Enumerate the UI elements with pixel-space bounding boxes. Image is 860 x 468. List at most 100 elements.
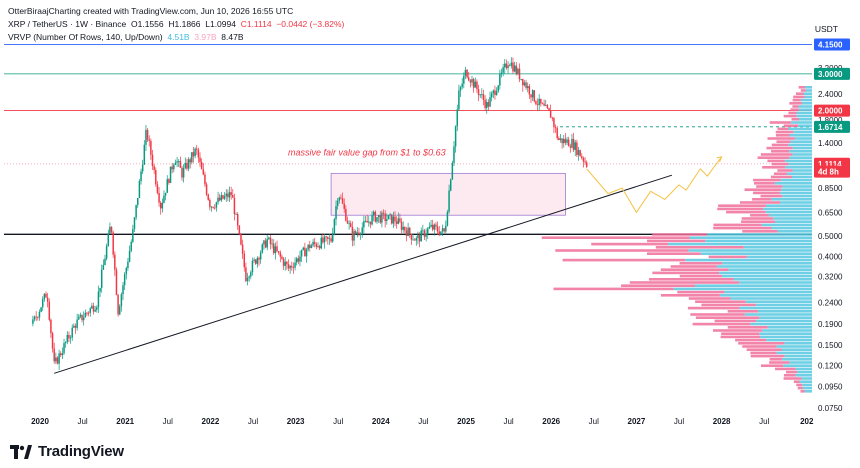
vp-up-bar bbox=[755, 303, 812, 307]
vp-up-bar bbox=[771, 226, 812, 230]
candle-body bbox=[368, 221, 370, 223]
candle-body bbox=[544, 105, 547, 106]
candle-body bbox=[118, 306, 121, 315]
tradingview-logo[interactable]: TradingView bbox=[10, 443, 124, 460]
candle-body bbox=[433, 224, 436, 230]
candle-body bbox=[32, 319, 34, 324]
vp-down-bar bbox=[777, 169, 793, 172]
vp-up-bar bbox=[798, 124, 812, 127]
candle-body bbox=[161, 202, 164, 209]
vrvp-legend[interactable]: VRVP (Number Of Rows, 140, Up/Down) 4.51… bbox=[8, 32, 244, 42]
candle-body bbox=[214, 207, 216, 209]
candle-body bbox=[549, 110, 552, 118]
vp-up-bar bbox=[804, 95, 812, 99]
vp-down-bar bbox=[647, 239, 706, 243]
x-tick-label: Jul bbox=[418, 417, 428, 426]
candle-body bbox=[348, 223, 350, 225]
candle-body bbox=[123, 274, 126, 286]
y-tick-label: 0.5000 bbox=[818, 232, 843, 241]
candle-body bbox=[456, 109, 459, 127]
candle-body bbox=[318, 246, 321, 249]
vp-down-bar bbox=[760, 194, 783, 198]
x-tick-label: 2027 bbox=[628, 417, 646, 426]
vp-up-bar bbox=[791, 175, 812, 179]
price-badge[interactable] bbox=[814, 67, 850, 80]
candle-body bbox=[169, 166, 172, 183]
candle-body bbox=[543, 103, 545, 106]
candle-body bbox=[513, 65, 516, 72]
candle-body bbox=[282, 258, 285, 266]
vp-up-bar bbox=[780, 178, 812, 182]
candle-body bbox=[505, 63, 508, 69]
price-badge[interactable] bbox=[814, 104, 850, 117]
candle-body bbox=[200, 162, 203, 170]
candle-body bbox=[335, 206, 337, 220]
candle-body bbox=[61, 353, 64, 356]
candle-body bbox=[164, 192, 167, 196]
price-badge[interactable] bbox=[814, 165, 850, 178]
vp-down-bar bbox=[692, 322, 751, 326]
candle-body bbox=[43, 293, 46, 300]
candle-body bbox=[436, 226, 439, 232]
candle-body bbox=[327, 236, 329, 239]
vp-down-bar bbox=[752, 198, 772, 201]
vp-up-bar bbox=[719, 294, 812, 297]
y-tick-label: 0.4000 bbox=[818, 252, 843, 261]
candle-body bbox=[210, 206, 213, 208]
candle-body bbox=[146, 129, 149, 140]
vp-up-bar bbox=[782, 358, 812, 361]
candle-body bbox=[238, 225, 241, 234]
candle-body bbox=[261, 244, 264, 253]
candle-body bbox=[69, 337, 72, 339]
candle-body bbox=[474, 81, 477, 88]
vp-up-bar bbox=[782, 194, 812, 198]
projection-path[interactable] bbox=[586, 156, 723, 214]
vp-down-bar bbox=[783, 114, 797, 118]
trendline[interactable] bbox=[54, 174, 673, 374]
candle-body bbox=[423, 230, 426, 237]
candle-body bbox=[173, 164, 175, 170]
candle-body bbox=[177, 160, 180, 162]
vp-up-bar bbox=[785, 166, 812, 169]
candle-body bbox=[467, 77, 470, 81]
vp-down-bar bbox=[800, 89, 806, 92]
candle-body bbox=[158, 192, 160, 203]
candle-body bbox=[461, 83, 463, 88]
candle-body bbox=[110, 226, 113, 233]
vrvp-label: VRVP (Number Of Rows, 140, Up/Down) bbox=[8, 32, 163, 42]
candle-body bbox=[287, 264, 290, 269]
high-value: H1.1866 bbox=[168, 19, 201, 29]
candle-body bbox=[499, 73, 501, 86]
candle-body bbox=[554, 127, 557, 129]
candle-body bbox=[428, 226, 431, 229]
vp-down-bar bbox=[717, 207, 764, 211]
candle-body bbox=[291, 265, 293, 268]
candle-body bbox=[351, 226, 354, 241]
y-tick-label: 0.1200 bbox=[818, 361, 843, 370]
x-tick-label: 2028 bbox=[713, 417, 731, 426]
vp-up-bar bbox=[802, 383, 812, 387]
currency-label: USDT bbox=[814, 24, 838, 34]
price-badge[interactable] bbox=[814, 38, 850, 51]
candle-body bbox=[533, 90, 536, 102]
candle-body bbox=[336, 200, 339, 207]
candle-body bbox=[204, 174, 206, 185]
x-tick-label: Jul bbox=[248, 417, 258, 426]
x-tick-label: Jul bbox=[77, 417, 87, 426]
vp-up-bar bbox=[765, 210, 812, 214]
vp-up-bar bbox=[797, 370, 812, 374]
candle-body bbox=[464, 69, 467, 76]
candle-body bbox=[495, 91, 498, 95]
symbol-label[interactable]: XRP / TetherUS · 1W · Binance bbox=[8, 19, 127, 29]
vp-up-bar bbox=[777, 230, 812, 233]
candle-body bbox=[415, 237, 418, 241]
candle-body bbox=[181, 167, 183, 178]
candle-body bbox=[309, 244, 311, 249]
vp-down-bar bbox=[688, 297, 731, 300]
price-badge[interactable] bbox=[814, 120, 850, 133]
fair-value-gap-box[interactable] bbox=[330, 172, 566, 216]
candle-body bbox=[130, 241, 132, 251]
price-badge-label: 1.6714 bbox=[818, 123, 843, 132]
candle-body bbox=[494, 90, 496, 95]
